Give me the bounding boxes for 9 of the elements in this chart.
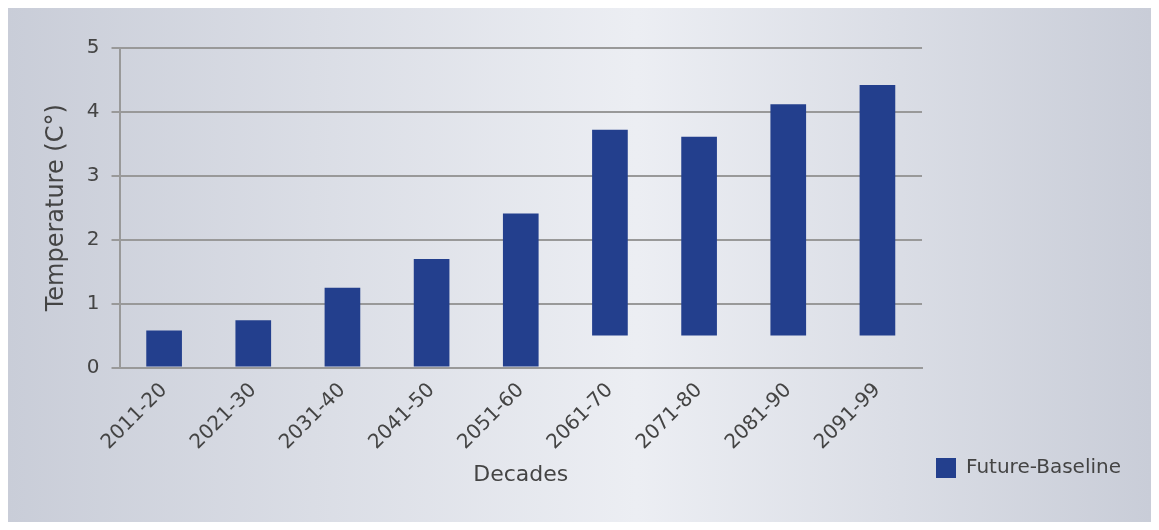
y-tick-label: 0 xyxy=(86,353,100,378)
y-tick-label: 2 xyxy=(86,225,100,250)
y-tick-label: 1 xyxy=(86,289,100,314)
y-tick-label: 3 xyxy=(86,162,100,187)
legend-label: Future-Baseline xyxy=(966,454,1122,479)
y-tick-label: 5 xyxy=(86,34,100,59)
x-axis-title: Decades xyxy=(473,460,569,486)
y-tick-label: 4 xyxy=(86,98,100,123)
y-axis-title: Temperature (C°) xyxy=(40,104,69,313)
